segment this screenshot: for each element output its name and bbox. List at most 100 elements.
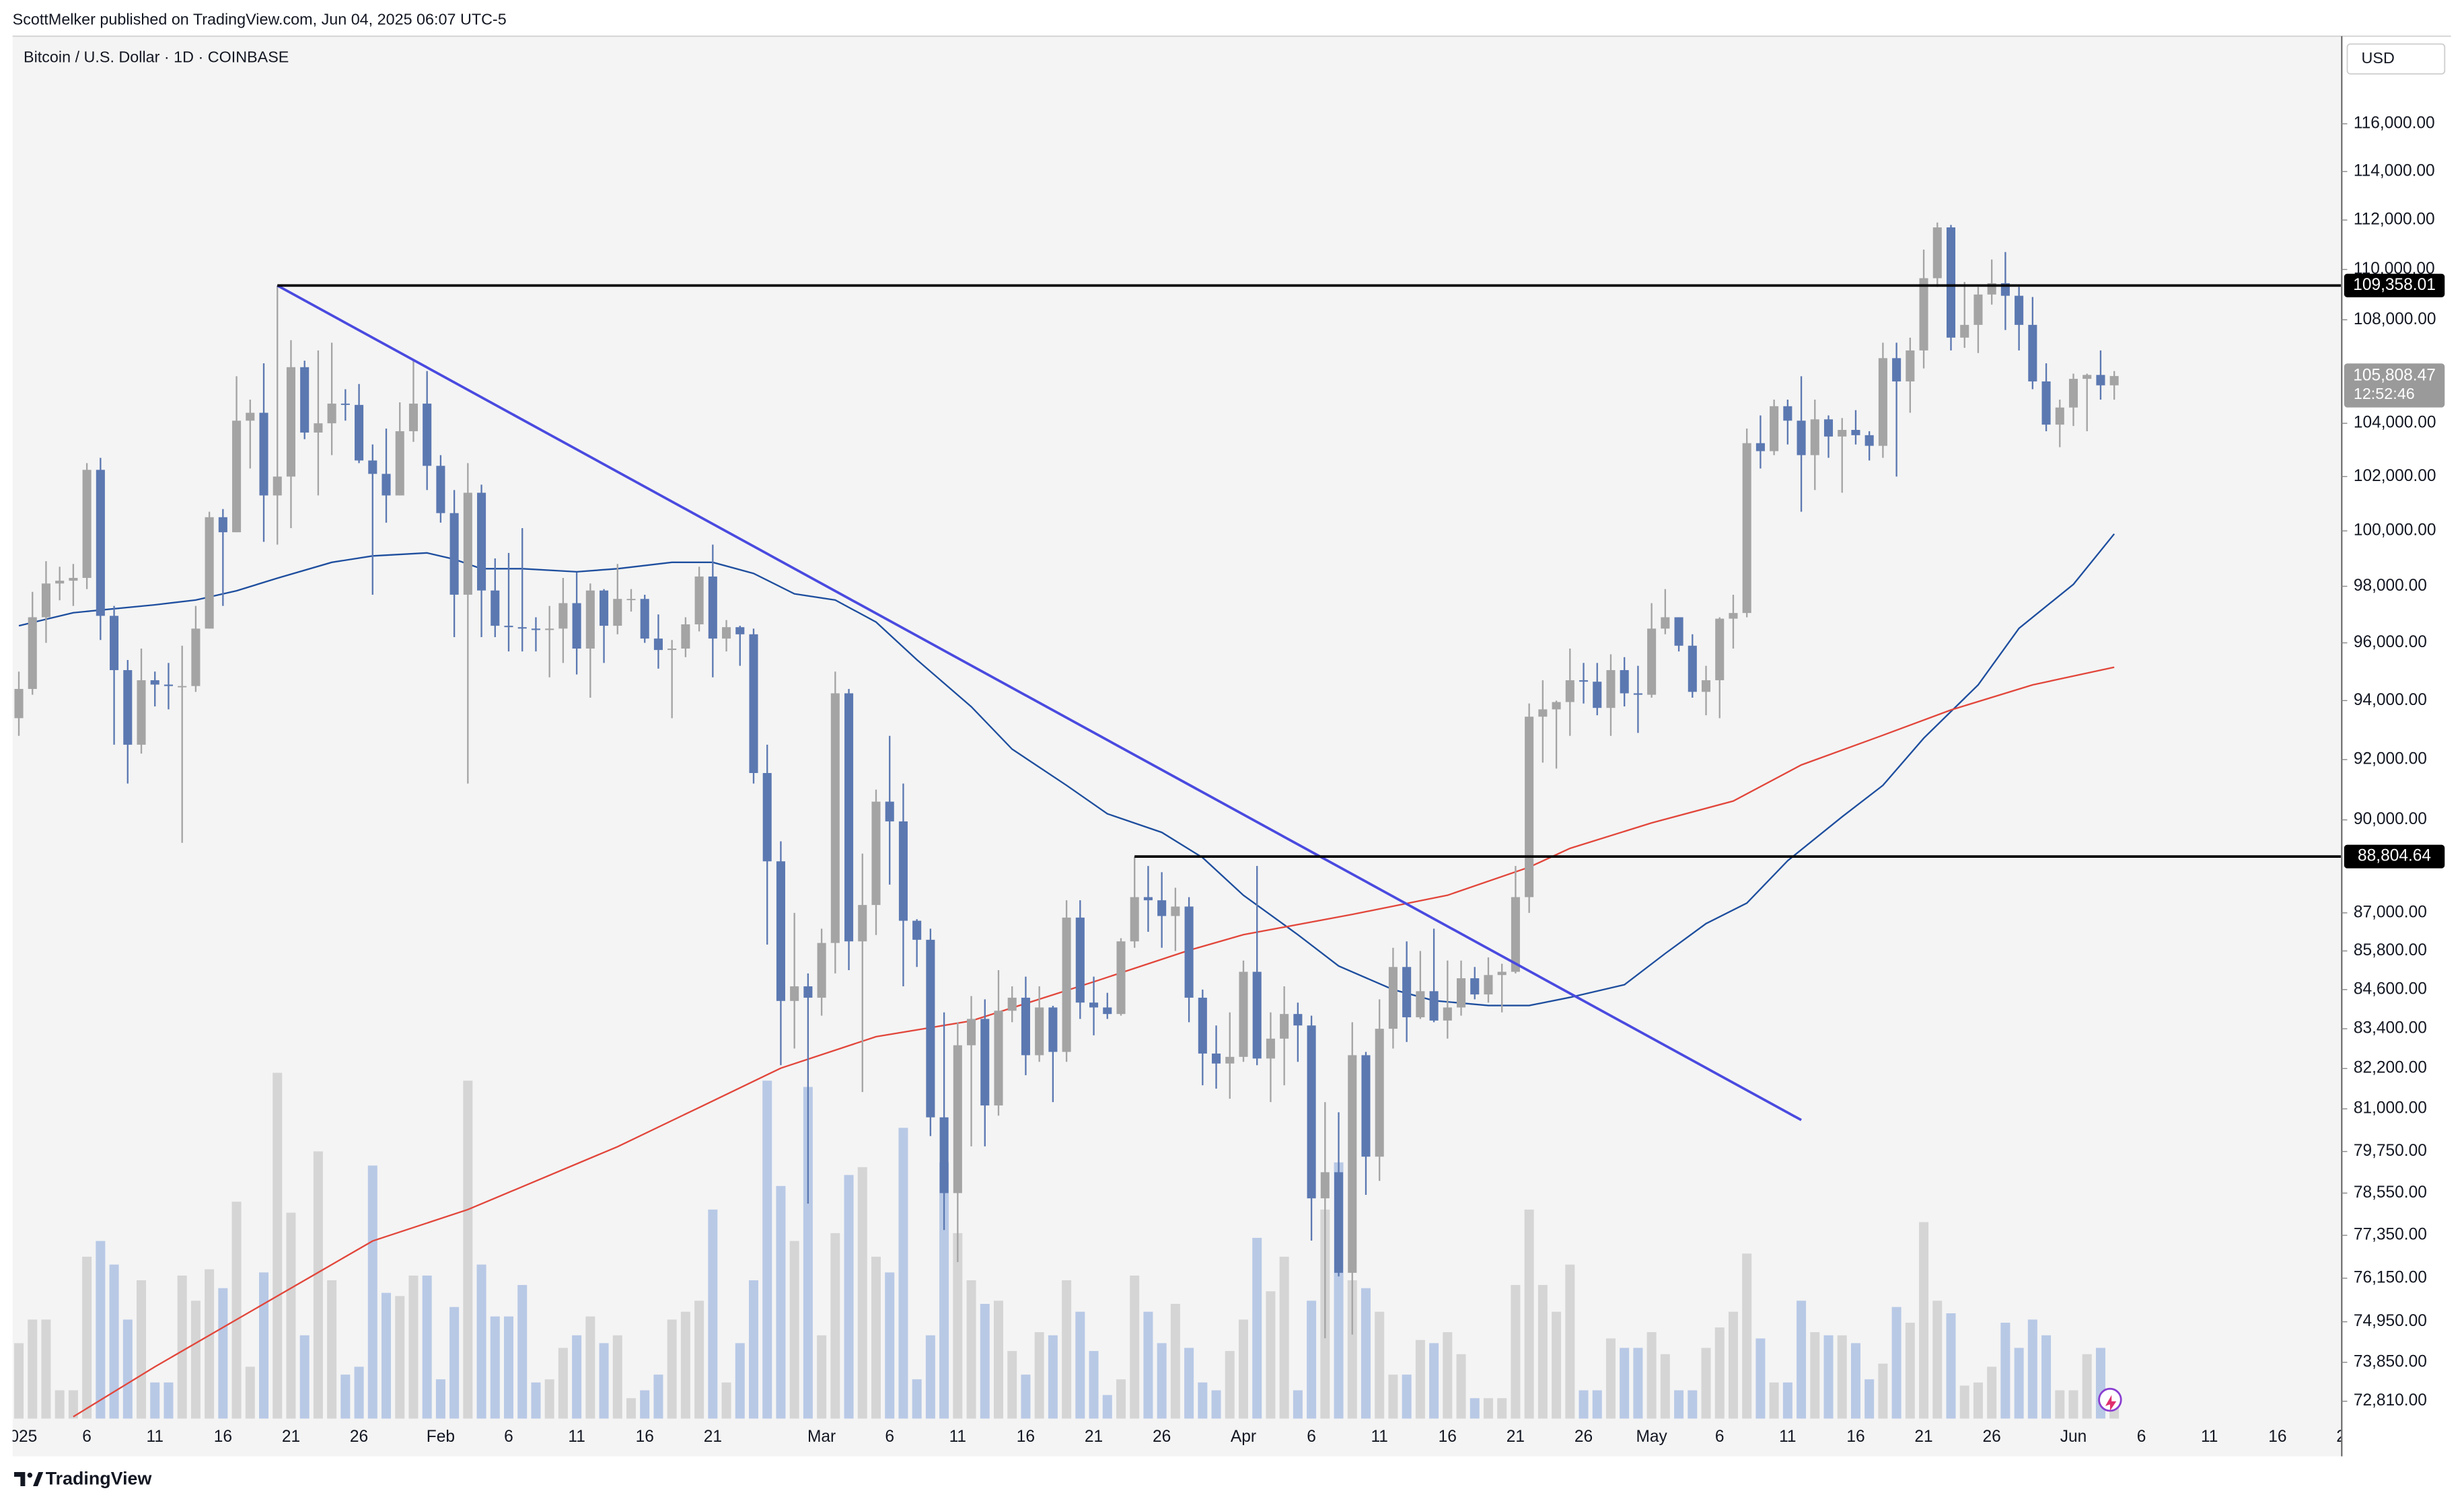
volume-bar (694, 1300, 704, 1419)
y-tick-label: 102,000.00 (2354, 467, 2436, 485)
volume-bar (299, 1335, 310, 1419)
x-tick-label: Feb (427, 1428, 455, 1446)
volume-bar (1701, 1348, 1711, 1419)
volume-bar (612, 1335, 622, 1419)
candle-body (871, 801, 881, 906)
x-tick-label: 26 (1574, 1428, 1593, 1446)
volume-bar (1797, 1300, 1807, 1419)
candle-body (1348, 1055, 1357, 1273)
candle-body (1688, 645, 1697, 692)
candle-body (246, 412, 255, 421)
volume-bar (939, 1162, 949, 1419)
candle-body (681, 624, 690, 649)
candle-body (1361, 1055, 1371, 1157)
volume-bar (313, 1151, 323, 1419)
volume-bar (231, 1202, 242, 1419)
currency-box[interactable] (2346, 43, 2446, 75)
moving-average-line (18, 533, 2115, 1006)
volume-bar (585, 1316, 595, 1419)
candle-body (790, 986, 799, 1001)
x-tick-label: 16 (1439, 1428, 1457, 1446)
candle-body (1770, 406, 1779, 451)
volume-bar (1620, 1348, 1630, 1419)
volume-bar (640, 1390, 650, 1419)
volume-bar (789, 1241, 799, 1419)
candle-body (1035, 1007, 1044, 1056)
volume-bar (476, 1264, 486, 1419)
volume-bar (408, 1275, 419, 1419)
candle-body (1838, 429, 1847, 437)
volume-bar (2027, 1319, 2037, 1419)
candle-body (110, 616, 119, 671)
candle-body (55, 581, 65, 584)
volume-bar (1660, 1354, 1670, 1419)
volume-bar (748, 1280, 759, 1419)
candle-body (1470, 978, 1480, 995)
volume-bar (925, 1335, 935, 1419)
volume-bar (218, 1288, 228, 1419)
candle-body (898, 821, 908, 921)
y-tick-label: 85,800.00 (2354, 941, 2427, 959)
volume-bar (1483, 1398, 1493, 1419)
brand-logo-slash (33, 1471, 44, 1486)
volume-bar (1157, 1343, 1167, 1419)
candle-body (1280, 1014, 1289, 1039)
volume-bar (164, 1382, 174, 1419)
volume-bar (1810, 1332, 1820, 1419)
y-tick-label: 94,000.00 (2354, 691, 2427, 709)
y-tick-label: 77,350.00 (2354, 1226, 2427, 1244)
y-tick-label: 81,000.00 (2354, 1099, 2427, 1117)
volume-bar (327, 1280, 337, 1419)
x-tick-label: 21 (2336, 1428, 2354, 1446)
volume-bar (382, 1292, 392, 1419)
candle-body (762, 773, 772, 862)
candle-body (2096, 375, 2105, 386)
volume-bar (762, 1080, 772, 1419)
candle-body (613, 599, 622, 626)
volume-bar (503, 1316, 514, 1419)
candle-body (640, 599, 649, 639)
candle-body (1511, 897, 1520, 972)
candle-body (1647, 628, 1657, 695)
volume-bar (1524, 1209, 1534, 1419)
volume-bar (653, 1374, 663, 1419)
volume-bar (980, 1304, 990, 1419)
volume-bar (667, 1319, 677, 1419)
y-tick-label: 84,600.00 (2354, 980, 2427, 998)
candle-body (980, 1019, 990, 1106)
candle-body (1416, 991, 1425, 1018)
candle-body (1755, 443, 1765, 451)
candle-body (14, 689, 24, 719)
candle-body (585, 590, 595, 649)
volume-layer (14, 1072, 2119, 1419)
y-tick-label: 114,000.00 (2354, 161, 2435, 180)
volume-bar (1537, 1284, 1548, 1419)
volume-bar (1007, 1351, 1017, 1419)
x-tick-label: 11 (1371, 1428, 1387, 1446)
candle-body (1062, 917, 1071, 1052)
candle-body (953, 1045, 962, 1194)
candle-body (178, 686, 187, 688)
candle-body (1307, 1025, 1316, 1199)
last-price-label: 105,808.47 (2353, 366, 2436, 384)
candle-body (1130, 897, 1139, 942)
candle-body (1525, 717, 1534, 897)
volume-bar (82, 1256, 92, 1419)
candle-body (2109, 375, 2119, 386)
currency-label[interactable]: USD (2362, 49, 2395, 67)
volume-bar (776, 1185, 786, 1419)
volume-bar (844, 1175, 854, 1419)
x-tick-label: 16 (214, 1428, 232, 1446)
candle-body (803, 986, 813, 998)
candle-body (286, 367, 295, 477)
volume-bar (463, 1080, 473, 1419)
volume-bar (435, 1379, 445, 1419)
volume-bar (1728, 1311, 1738, 1419)
volume-bar (1823, 1335, 1834, 1419)
candle-body (1810, 419, 1819, 455)
candle-body (939, 1117, 949, 1194)
x-tick-label: 21 (1914, 1428, 1932, 1446)
volume-bar (1375, 1311, 1385, 1419)
candle-body (558, 603, 568, 629)
candle-body (531, 628, 540, 630)
